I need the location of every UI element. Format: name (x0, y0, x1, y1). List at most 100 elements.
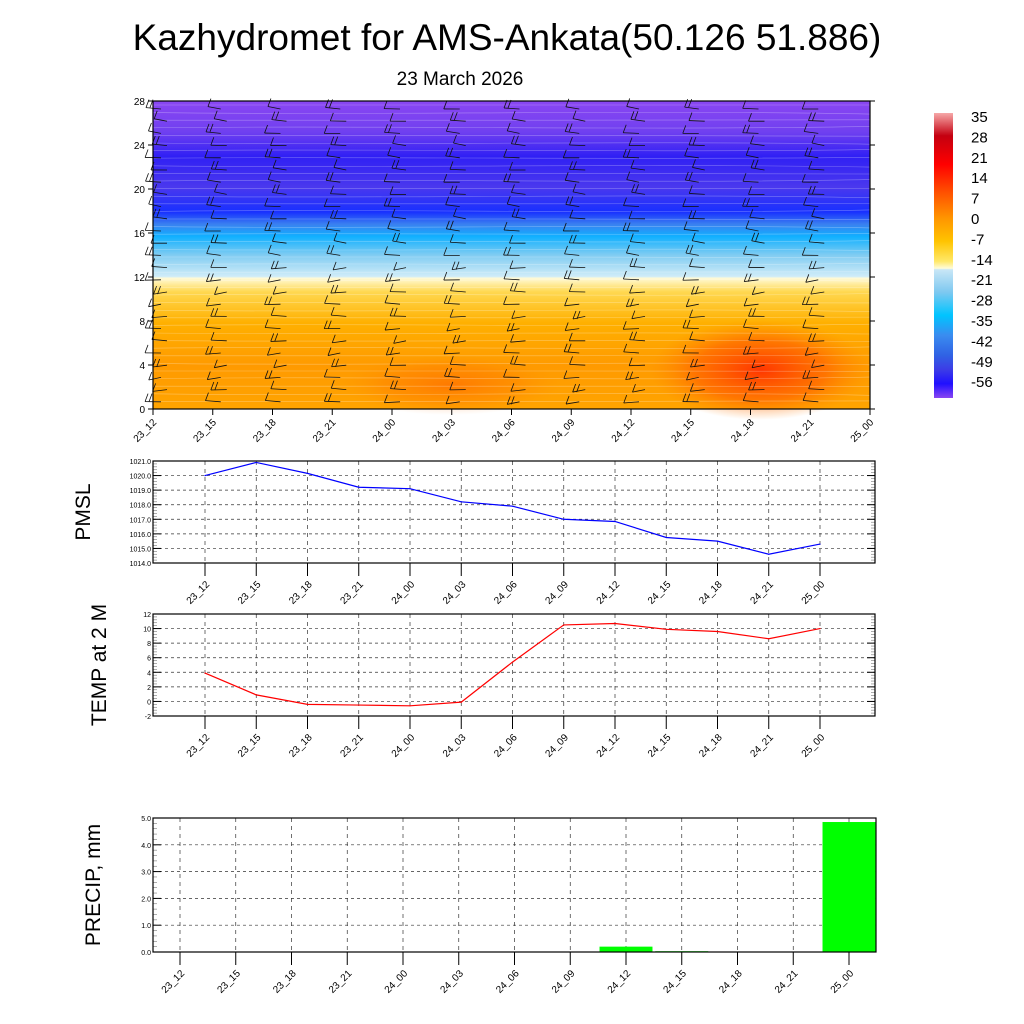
wind-barb-staff (804, 155, 819, 159)
wind-barb-staff (446, 401, 460, 405)
wind-barb-staff (450, 316, 466, 318)
wind-barb-feather (503, 368, 507, 378)
wind-barb (622, 149, 640, 159)
wind-barb (205, 392, 221, 403)
data-point (665, 628, 667, 630)
wind-barb-staff (392, 143, 407, 146)
wind-barb (443, 247, 460, 256)
wind-barb-staff (510, 389, 526, 392)
data-point (358, 704, 360, 706)
wind-barb-feather (503, 296, 507, 305)
wind-barb-feather (569, 196, 574, 205)
wind-barb-staff (623, 205, 640, 207)
wind-barb-feather (384, 246, 388, 255)
wind-barb-staff (444, 302, 460, 305)
wind-barb (267, 244, 281, 256)
wind-barb-feather (333, 232, 338, 241)
wind-barb-staff (564, 253, 580, 256)
wind-barb-staff (742, 107, 759, 110)
contour-line (152, 293, 871, 296)
wind-barb (748, 381, 765, 391)
wind-barb-staff (272, 240, 287, 244)
wind-barb-feather (210, 137, 215, 146)
wind-barb-feather (205, 392, 209, 401)
x-tick-label: 24_09 (550, 417, 578, 445)
wind-barb-feather (213, 110, 218, 119)
wind-barb (623, 343, 640, 354)
wind-barb (451, 261, 466, 271)
wind-barb-staff (206, 279, 221, 282)
chart-title: Kazhydromet for AMS-Ankata(50.126 51.886… (133, 17, 882, 58)
wind-barb-feather (264, 319, 269, 328)
wind-barb-staff (749, 216, 765, 220)
wind-barb-staff (264, 156, 281, 159)
wind-barb-staff (453, 215, 466, 220)
wind-barb-feather (629, 258, 634, 267)
wind-barb-feather (153, 286, 157, 295)
x-tick-label: 24_21 (789, 417, 817, 445)
wind-barb-feather (264, 296, 268, 305)
x-tick-label: 23_18 (271, 968, 299, 996)
wind-barb-staff (326, 228, 341, 232)
data-point (409, 705, 411, 707)
wind-barb-feather (748, 186, 752, 195)
wind-barb-feather (690, 286, 695, 295)
wind-barb-staff (563, 377, 580, 379)
wind-barb (503, 270, 520, 281)
wind-barb (264, 370, 281, 379)
wind-barb-feather (267, 274, 272, 283)
wind-barb (449, 161, 466, 171)
wind-barb-feather (806, 370, 811, 379)
wind-barb (270, 260, 287, 270)
wind-barb (503, 344, 520, 354)
wind-barb-staff (572, 316, 586, 320)
wind-barb-feather (503, 221, 508, 231)
wind-barb-staff (808, 314, 825, 317)
wind-barb-staff (629, 339, 646, 342)
wind-barb-feather (633, 258, 638, 267)
wind-barb (808, 260, 825, 270)
wind-barb-staff (154, 118, 168, 122)
wind-barb-feather (392, 232, 396, 242)
wind-barb-staff (692, 240, 705, 244)
wind-barb (325, 172, 341, 183)
wind-barb (443, 174, 460, 183)
x-tick-label: 23_18 (287, 579, 315, 607)
y-tick-label: 1.0 (141, 923, 151, 930)
wind-barb (210, 308, 227, 317)
contour-line (152, 262, 871, 266)
wind-barb-staff (453, 142, 466, 146)
wind-barb-feather (144, 344, 149, 353)
wind-barb-staff (503, 229, 520, 232)
wind-barb (503, 368, 520, 378)
wind-barb-feather (634, 111, 639, 120)
wind-barb (449, 234, 466, 244)
wind-barb-feather (752, 308, 756, 317)
wind-barb-feather (685, 244, 690, 254)
wind-barb (631, 184, 646, 195)
x-tick-label: 23_15 (191, 417, 219, 445)
wind-barb-feather (270, 137, 274, 146)
wind-barb-feather (685, 298, 690, 307)
wind-barb (626, 171, 640, 183)
data-point (255, 461, 257, 464)
wind-barb-feather (391, 159, 396, 169)
wind-barb (626, 244, 640, 256)
wind-barb-staff (744, 377, 759, 380)
wind-barb (572, 310, 586, 320)
wind-barb (743, 273, 759, 282)
wind-barb (264, 296, 281, 306)
precip-bar (822, 822, 876, 952)
wind-barb-feather (392, 135, 396, 144)
wind-barb-feather (389, 186, 394, 195)
contour-line (152, 165, 871, 168)
wind-barb (742, 124, 759, 134)
wind-barb (811, 208, 825, 220)
x-tick-label: 23_18 (251, 417, 279, 445)
wind-barb-staff (205, 352, 221, 355)
data-point (204, 474, 206, 477)
wind-barb-feather (324, 295, 328, 304)
wind-barb-feather (742, 198, 746, 207)
contour-line (152, 400, 871, 402)
wind-barb (206, 196, 221, 207)
